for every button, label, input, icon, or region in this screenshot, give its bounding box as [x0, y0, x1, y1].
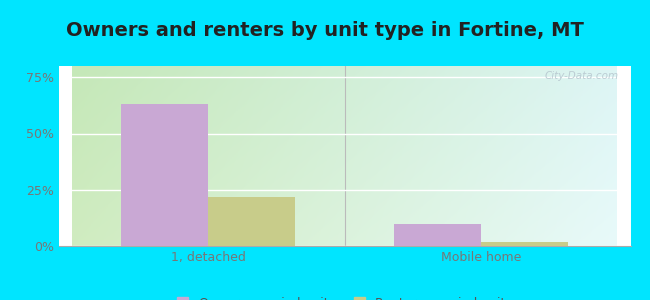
Bar — [481, 242, 568, 246]
Legend: Owner occupied units, Renter occupied units: Owner occupied units, Renter occupied un… — [172, 292, 517, 300]
Bar — [393, 224, 481, 246]
Bar — [208, 196, 296, 246]
Bar — [121, 104, 208, 246]
Text: City-Data.com: City-Data.com — [545, 71, 619, 81]
Text: Owners and renters by unit type in Fortine, MT: Owners and renters by unit type in Forti… — [66, 21, 584, 40]
